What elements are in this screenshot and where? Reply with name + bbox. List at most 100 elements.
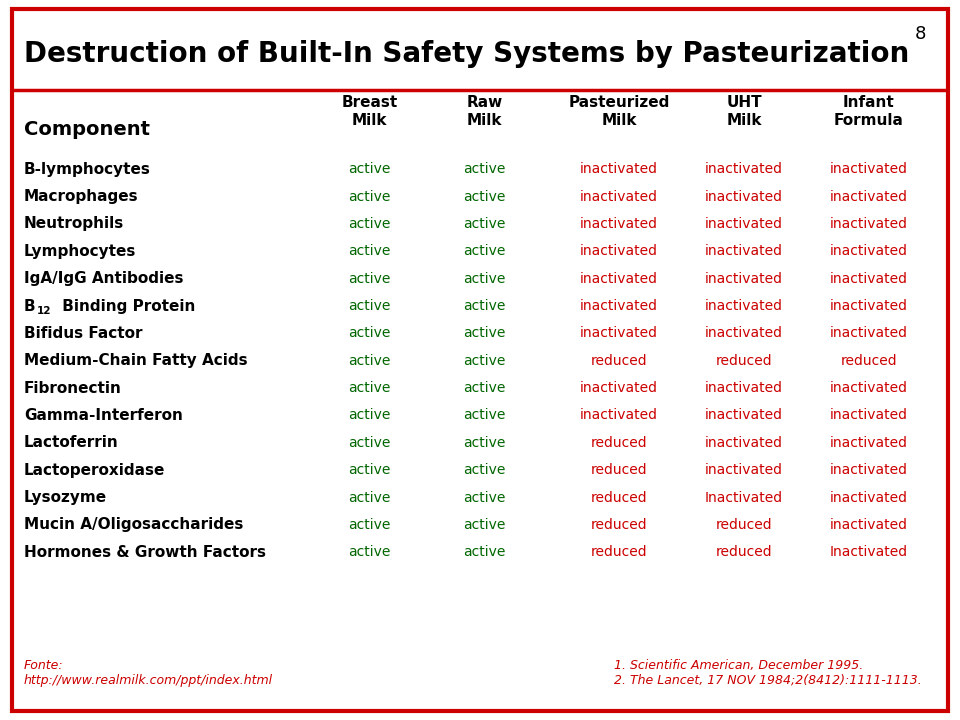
Text: inactivated: inactivated (829, 326, 908, 341)
Text: inactivated: inactivated (580, 271, 659, 286)
Text: reduced: reduced (716, 545, 772, 559)
Text: active: active (464, 162, 506, 176)
Text: inactivated: inactivated (580, 217, 659, 231)
Text: inactivated: inactivated (829, 189, 908, 204)
Text: active: active (348, 299, 391, 313)
Text: active: active (348, 162, 391, 176)
Text: UHT
Milk: UHT Milk (726, 95, 762, 128)
Text: active: active (348, 436, 391, 450)
Text: active: active (464, 299, 506, 313)
Text: Breast
Milk: Breast Milk (342, 95, 397, 128)
Text: Mucin A/Oligosaccharides: Mucin A/Oligosaccharides (24, 518, 244, 532)
Text: Binding Protein: Binding Protein (57, 299, 195, 313)
Text: inactivated: inactivated (580, 326, 659, 341)
Text: Inactivated: Inactivated (705, 490, 783, 505)
Text: inactivated: inactivated (705, 463, 783, 477)
Text: inactivated: inactivated (829, 271, 908, 286)
Text: active: active (464, 189, 506, 204)
Text: reduced: reduced (841, 354, 897, 368)
Text: active: active (464, 381, 506, 395)
Text: inactivated: inactivated (829, 463, 908, 477)
Text: active: active (348, 244, 391, 258)
Text: active: active (348, 463, 391, 477)
Text: Hormones & Growth Factors: Hormones & Growth Factors (24, 545, 266, 559)
Text: Macrophages: Macrophages (24, 189, 138, 204)
Text: inactivated: inactivated (580, 381, 659, 395)
Text: active: active (464, 436, 506, 450)
Text: inactivated: inactivated (705, 436, 783, 450)
Text: inactivated: inactivated (829, 436, 908, 450)
Text: inactivated: inactivated (580, 299, 659, 313)
Text: active: active (464, 545, 506, 559)
Text: Neutrophils: Neutrophils (24, 217, 124, 231)
Text: inactivated: inactivated (705, 381, 783, 395)
Text: Gamma-Interferon: Gamma-Interferon (24, 408, 182, 423)
Text: inactivated: inactivated (705, 244, 783, 258)
Text: Lactoferrin: Lactoferrin (24, 436, 119, 450)
Text: Lactoperoxidase: Lactoperoxidase (24, 463, 165, 477)
Text: 8: 8 (915, 25, 926, 43)
Text: active: active (464, 463, 506, 477)
Text: Raw
Milk: Raw Milk (467, 95, 503, 128)
Text: active: active (348, 408, 391, 423)
Text: Lymphocytes: Lymphocytes (24, 244, 136, 258)
Text: active: active (348, 271, 391, 286)
Text: active: active (348, 189, 391, 204)
Text: reduced: reduced (591, 463, 647, 477)
Text: reduced: reduced (591, 518, 647, 532)
Text: inactivated: inactivated (829, 162, 908, 176)
Text: reduced: reduced (716, 518, 772, 532)
Text: Pasteurized
Milk: Pasteurized Milk (568, 95, 670, 128)
Text: reduced: reduced (591, 545, 647, 559)
Text: active: active (464, 244, 506, 258)
Text: active: active (464, 217, 506, 231)
Text: active: active (464, 490, 506, 505)
Text: inactivated: inactivated (829, 299, 908, 313)
Text: Fonte:
http://www.realmilk.com/ppt/index.html: Fonte: http://www.realmilk.com/ppt/index… (24, 659, 274, 687)
Text: active: active (348, 490, 391, 505)
Text: inactivated: inactivated (829, 408, 908, 423)
Text: reduced: reduced (591, 436, 647, 450)
Text: active: active (464, 354, 506, 368)
Text: Infant
Formula: Infant Formula (834, 95, 903, 128)
Text: inactivated: inactivated (829, 518, 908, 532)
Text: active: active (464, 271, 506, 286)
Text: active: active (348, 518, 391, 532)
Text: inactivated: inactivated (705, 189, 783, 204)
Text: B: B (24, 299, 36, 313)
Text: active: active (348, 326, 391, 341)
Text: inactivated: inactivated (829, 217, 908, 231)
Text: Medium-Chain Fatty Acids: Medium-Chain Fatty Acids (24, 354, 248, 368)
Text: inactivated: inactivated (580, 244, 659, 258)
Text: active: active (464, 518, 506, 532)
Text: active: active (348, 381, 391, 395)
Text: inactivated: inactivated (580, 189, 659, 204)
Text: inactivated: inactivated (580, 408, 659, 423)
Text: inactivated: inactivated (829, 490, 908, 505)
Text: Fibronectin: Fibronectin (24, 381, 122, 395)
Text: inactivated: inactivated (705, 326, 783, 341)
Text: active: active (464, 326, 506, 341)
Text: reduced: reduced (591, 490, 647, 505)
Text: active: active (464, 408, 506, 423)
Text: Inactivated: Inactivated (829, 545, 908, 559)
Text: inactivated: inactivated (705, 271, 783, 286)
Text: reduced: reduced (716, 354, 772, 368)
Text: active: active (348, 545, 391, 559)
Text: inactivated: inactivated (829, 244, 908, 258)
Text: inactivated: inactivated (580, 162, 659, 176)
Text: inactivated: inactivated (829, 381, 908, 395)
Text: reduced: reduced (591, 354, 647, 368)
Text: 12: 12 (36, 306, 51, 316)
Text: B-lymphocytes: B-lymphocytes (24, 162, 151, 176)
Text: inactivated: inactivated (705, 217, 783, 231)
Text: Lysozyme: Lysozyme (24, 490, 108, 505)
Text: IgA/IgG Antibodies: IgA/IgG Antibodies (24, 271, 183, 286)
Text: Component: Component (24, 120, 150, 139)
Text: active: active (348, 354, 391, 368)
Text: inactivated: inactivated (705, 162, 783, 176)
Text: 1. Scientific American, December 1995.
2. The Lancet, 17 NOV 1984;2(8412):1111-1: 1. Scientific American, December 1995. 2… (613, 659, 922, 687)
Text: inactivated: inactivated (705, 408, 783, 423)
Text: Bifidus Factor: Bifidus Factor (24, 326, 142, 341)
Text: inactivated: inactivated (705, 299, 783, 313)
